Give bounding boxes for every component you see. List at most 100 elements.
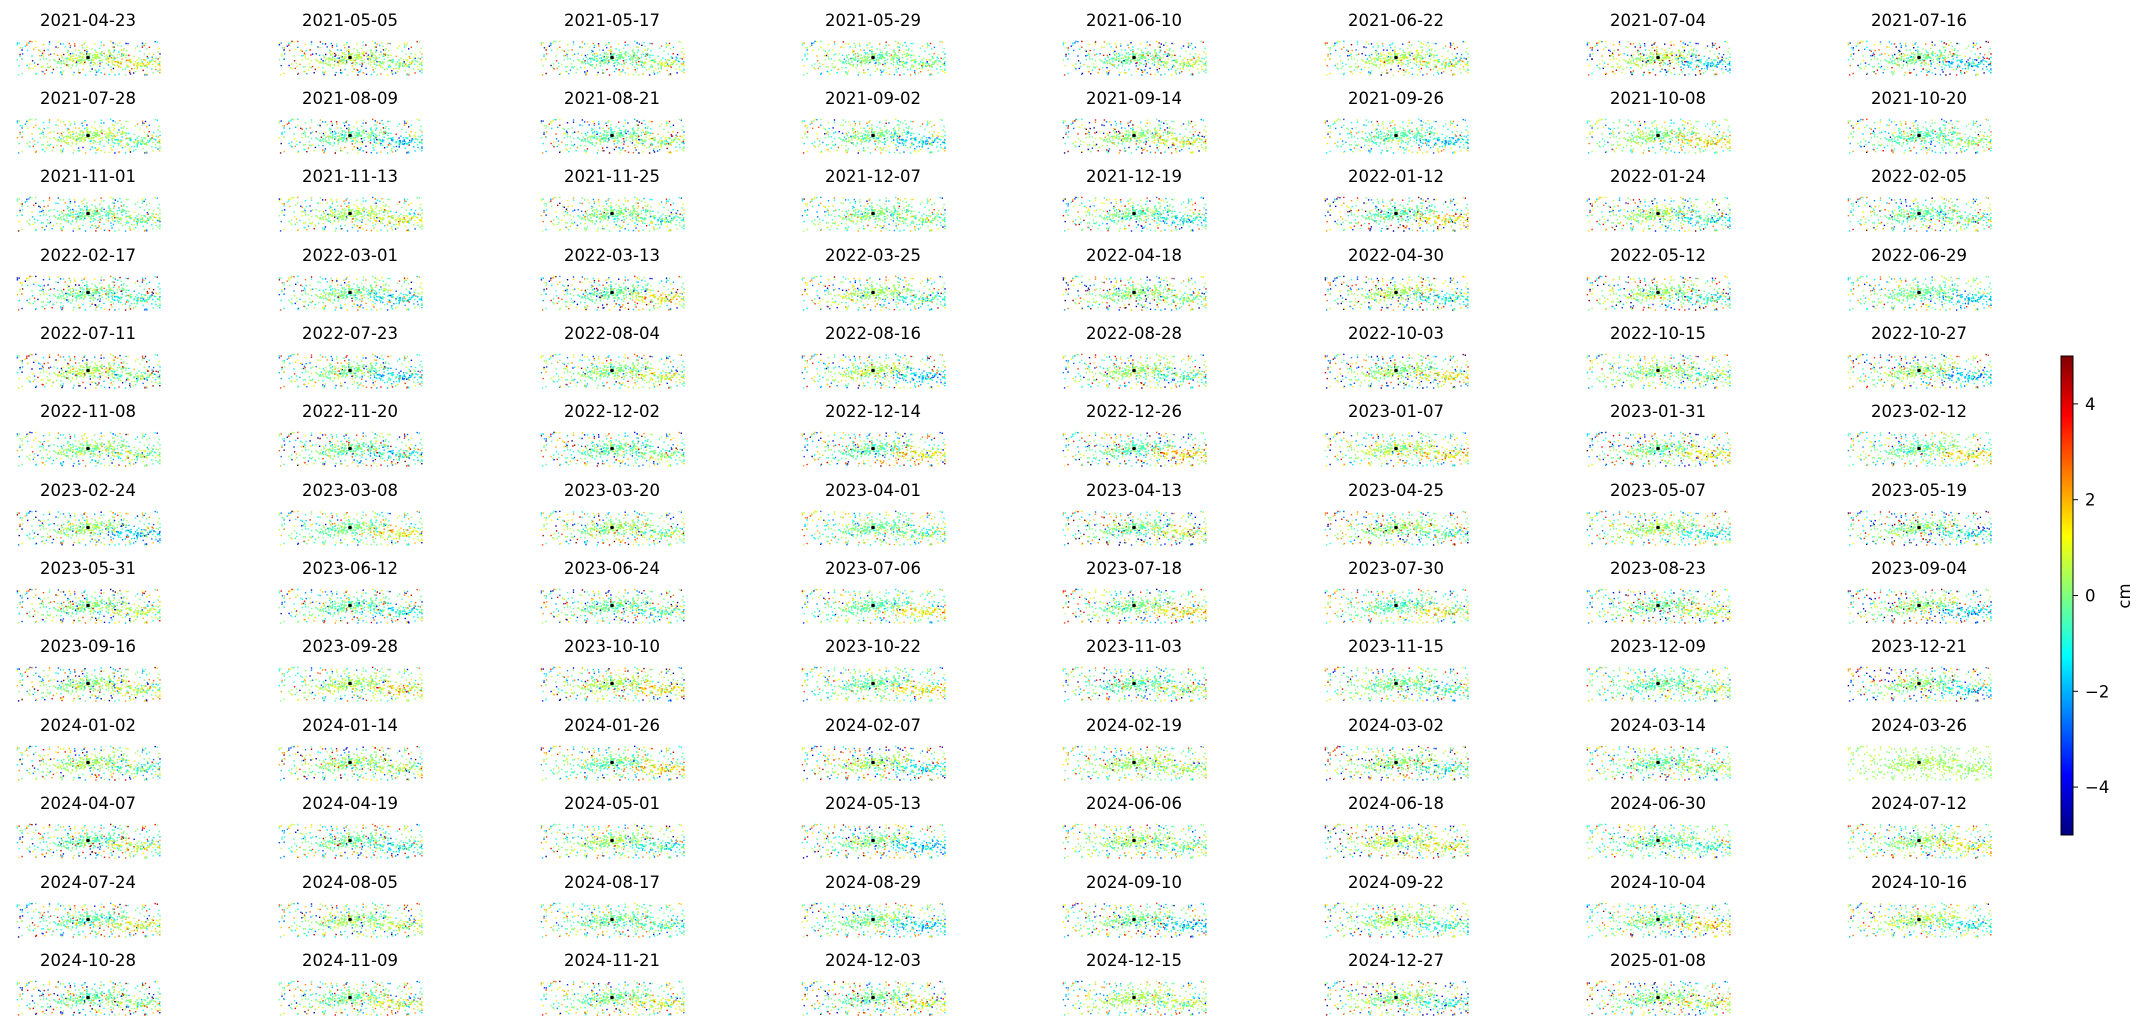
scatter-points	[65, 58, 66, 59]
scatter-points	[86, 51, 87, 52]
scatter-points	[143, 59, 144, 60]
reference-point	[86, 56, 90, 60]
scatter-points	[384, 58, 385, 59]
scatter-points	[402, 66, 403, 67]
scatter-points	[406, 74, 407, 75]
scatter-points	[578, 53, 579, 54]
scatter-points	[149, 53, 150, 54]
scatter-points	[105, 58, 106, 59]
scatter-points	[129, 70, 130, 71]
scatter-points	[19, 56, 20, 57]
scatter-points	[324, 72, 325, 73]
scatter-points	[627, 68, 628, 69]
scatter-points	[159, 70, 160, 71]
scatter-points	[370, 51, 371, 52]
scatter-points	[104, 74, 105, 75]
scatter-points	[332, 45, 333, 46]
scatter-points	[642, 66, 651, 68]
scatter-points	[85, 74, 86, 75]
scatter-points	[855, 67, 856, 68]
scatter-points	[585, 74, 586, 75]
scatter-points	[654, 73, 655, 74]
scatter-points	[143, 63, 144, 64]
scatter-points	[39, 55, 40, 56]
scatter-points	[545, 49, 546, 50]
scatter-points	[671, 66, 672, 67]
scatter-points	[358, 54, 359, 55]
scatter-points	[358, 58, 359, 59]
scatter-points	[81, 45, 82, 46]
scatter-points	[665, 59, 666, 60]
scatter-points	[551, 50, 552, 51]
scatter-points	[683, 63, 684, 64]
scatter-points	[370, 50, 371, 51]
scatter-points	[306, 73, 307, 74]
scatter-points	[42, 71, 43, 72]
scatter-points	[122, 69, 123, 70]
scatter-points	[581, 47, 582, 48]
scatter-points	[345, 43, 346, 44]
scatter-points	[302, 51, 303, 52]
scatter-points	[92, 60, 93, 61]
scatter-points	[344, 47, 345, 48]
scatter-points	[328, 57, 414, 69]
scatter-points	[391, 70, 392, 71]
scatter-points	[605, 59, 606, 60]
scatter-points	[123, 50, 124, 51]
scatter-points	[150, 60, 151, 61]
scatter-points	[38, 50, 39, 51]
scatter-points	[327, 46, 328, 47]
scatter-points	[114, 61, 115, 62]
scatter-points	[664, 66, 665, 67]
scatter-points	[681, 51, 682, 52]
scatter-points	[380, 66, 381, 67]
scatter-points	[370, 57, 371, 58]
scatter-points	[584, 60, 585, 61]
scatter-points	[410, 64, 411, 65]
scatter-points	[546, 59, 547, 60]
scatter-points	[319, 61, 320, 62]
scatter-points	[543, 43, 585, 57]
scatter-points	[638, 65, 639, 66]
scatter-points	[414, 64, 415, 65]
scatter-points	[110, 53, 111, 54]
scatter-points	[550, 65, 551, 66]
scatter-points	[671, 56, 672, 57]
scatter-points	[682, 58, 683, 59]
scatter-points	[614, 53, 615, 54]
scatter-points	[392, 59, 393, 60]
scatter-points	[337, 58, 338, 59]
scatter-points	[368, 54, 369, 55]
scatter-points	[108, 50, 109, 51]
scatter-points	[130, 73, 131, 74]
scatter-points	[361, 46, 376, 58]
scatter-points	[571, 67, 572, 68]
scatter-points	[107, 58, 108, 59]
scatter-points	[898, 59, 899, 60]
scatter-points	[142, 46, 143, 47]
scatter-points	[391, 59, 392, 60]
scatter-points	[419, 51, 420, 52]
reference-point	[610, 56, 614, 60]
scatter-points	[396, 56, 397, 57]
scatter-points	[679, 69, 680, 70]
scatter-points	[549, 46, 550, 47]
scatter-points	[159, 61, 160, 62]
scatter-points	[91, 48, 92, 49]
scatter-points	[354, 68, 355, 69]
scatter-points	[282, 47, 304, 56]
scatter-points	[608, 50, 609, 51]
scatter-points	[601, 58, 602, 59]
scatter-points	[118, 66, 119, 67]
scatter-points	[616, 60, 617, 61]
scatter-points	[79, 72, 80, 73]
scatter-points	[371, 74, 372, 75]
scatter-points	[592, 51, 593, 52]
scatter-points	[620, 62, 663, 73]
scatter-points	[70, 45, 71, 46]
scatter-points	[73, 60, 74, 61]
scatter-points	[159, 63, 160, 64]
scatter-points	[113, 47, 114, 48]
scatter-points	[66, 64, 67, 65]
scatter-points	[66, 61, 67, 62]
